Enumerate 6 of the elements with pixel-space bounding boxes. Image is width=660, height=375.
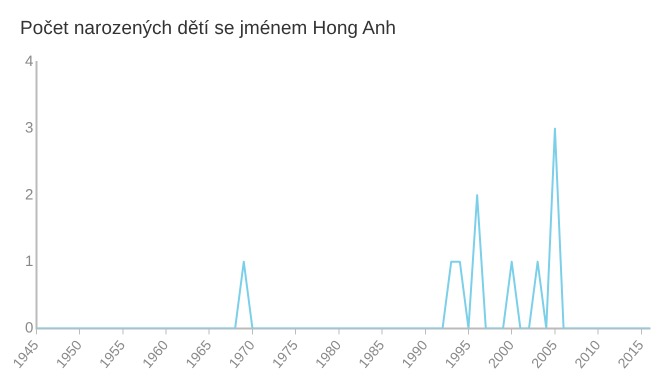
y-tick-label: 2: [25, 186, 34, 204]
chart-title: Počet narozených dětí se jménem Hong Anh: [20, 18, 396, 40]
y-tick-label: 1: [25, 252, 34, 270]
y-tick-label: 3: [25, 120, 34, 137]
y-tick-label: 0: [25, 319, 34, 336]
y-tick-label: 4: [25, 53, 34, 70]
